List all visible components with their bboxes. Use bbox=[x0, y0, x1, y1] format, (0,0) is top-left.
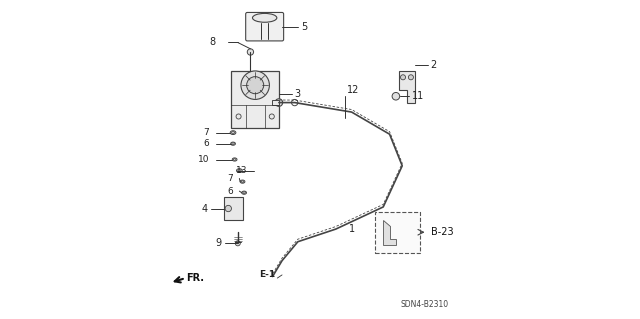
Text: 5: 5 bbox=[301, 22, 307, 32]
Ellipse shape bbox=[234, 159, 236, 160]
Text: 7: 7 bbox=[204, 128, 209, 137]
Circle shape bbox=[241, 71, 269, 100]
FancyBboxPatch shape bbox=[375, 212, 420, 253]
Ellipse shape bbox=[232, 131, 235, 134]
Text: 11: 11 bbox=[412, 91, 424, 101]
Text: SDN4-B2310: SDN4-B2310 bbox=[400, 300, 449, 309]
Ellipse shape bbox=[243, 192, 245, 194]
Circle shape bbox=[292, 100, 298, 106]
FancyBboxPatch shape bbox=[246, 12, 284, 41]
Ellipse shape bbox=[241, 181, 244, 182]
FancyBboxPatch shape bbox=[232, 71, 279, 128]
Text: 1: 1 bbox=[348, 224, 355, 234]
Circle shape bbox=[269, 114, 275, 119]
Text: E-1: E-1 bbox=[260, 271, 276, 279]
Circle shape bbox=[236, 241, 240, 246]
Ellipse shape bbox=[253, 13, 277, 22]
Text: 2: 2 bbox=[431, 60, 437, 70]
Text: 7: 7 bbox=[227, 174, 233, 183]
Ellipse shape bbox=[232, 158, 237, 161]
Ellipse shape bbox=[242, 191, 246, 194]
Ellipse shape bbox=[238, 169, 241, 172]
Circle shape bbox=[225, 205, 232, 212]
Circle shape bbox=[275, 99, 283, 106]
Polygon shape bbox=[383, 219, 396, 245]
Circle shape bbox=[401, 75, 406, 80]
Circle shape bbox=[236, 114, 241, 119]
Text: 10: 10 bbox=[198, 155, 209, 164]
Circle shape bbox=[392, 93, 400, 100]
Text: 3: 3 bbox=[294, 89, 301, 99]
Ellipse shape bbox=[232, 143, 234, 145]
Text: 12: 12 bbox=[347, 85, 359, 95]
Ellipse shape bbox=[237, 169, 242, 173]
Text: 6: 6 bbox=[227, 187, 233, 196]
Text: 4: 4 bbox=[202, 204, 208, 213]
Text: 8: 8 bbox=[209, 38, 216, 48]
Circle shape bbox=[408, 75, 413, 80]
Text: 13: 13 bbox=[236, 166, 247, 175]
Ellipse shape bbox=[230, 142, 236, 145]
Circle shape bbox=[247, 49, 253, 55]
Polygon shape bbox=[399, 71, 415, 103]
Text: 9: 9 bbox=[216, 238, 222, 248]
Ellipse shape bbox=[230, 131, 236, 135]
Text: 6: 6 bbox=[204, 139, 209, 148]
Text: B-23: B-23 bbox=[431, 227, 453, 237]
Circle shape bbox=[246, 77, 264, 94]
Bar bbox=[272, 100, 279, 105]
FancyBboxPatch shape bbox=[223, 197, 243, 219]
Text: FR.: FR. bbox=[186, 273, 205, 283]
Ellipse shape bbox=[240, 180, 245, 183]
